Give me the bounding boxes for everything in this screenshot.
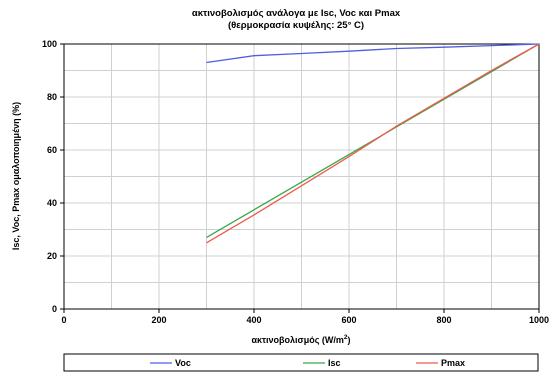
y-tick-label: 60 xyxy=(47,145,57,155)
x-axis-label-close: ) xyxy=(348,335,351,345)
y-axis-label: Isc, Voc, Pmax ομαλοποιημένη (%) xyxy=(11,102,21,250)
x-tick-label: 0 xyxy=(61,315,66,325)
tick-layer: 0 200 400 600 800 1000 0 20 40 60 80 100 xyxy=(42,39,549,325)
y-tick-label: 20 xyxy=(47,251,57,261)
y-tick-label: 100 xyxy=(42,39,57,49)
x-tick-label: 200 xyxy=(151,315,166,325)
legend-label-pmax: Pmax xyxy=(441,358,465,368)
series-line-pmax xyxy=(206,43,540,244)
plot-area xyxy=(63,43,540,310)
legend-box xyxy=(63,353,539,372)
x-axis-label: ακτινοβολισμός (W/m2) xyxy=(251,334,350,345)
y-tick-label: 40 xyxy=(47,198,57,208)
chart-title: ακτινοβολισμός ανάλογα με Isc, Voc και P… xyxy=(192,8,401,19)
y-tick-label: 80 xyxy=(47,92,57,102)
legend-label-voc: Voc xyxy=(175,358,191,368)
x-axis-label-superscript: 2 xyxy=(344,334,348,341)
legend-label-isc: Isc xyxy=(328,358,341,368)
x-tick-label: 800 xyxy=(436,315,451,325)
series-layer xyxy=(206,43,540,244)
x-tick-label: 1000 xyxy=(529,315,549,325)
legend: Voc Isc Pmax xyxy=(150,358,465,368)
x-axis-label-main: ακτινοβολισμός (W/m xyxy=(251,335,343,345)
grid-layer xyxy=(64,44,539,309)
x-tick-label: 400 xyxy=(246,315,261,325)
y-tick-label: 0 xyxy=(52,304,57,314)
x-tick-label: 600 xyxy=(341,315,356,325)
series-line-voc xyxy=(206,43,540,64)
chart-subtitle: (θερμοκρασία κυψέλης: 25° C) xyxy=(228,20,364,31)
